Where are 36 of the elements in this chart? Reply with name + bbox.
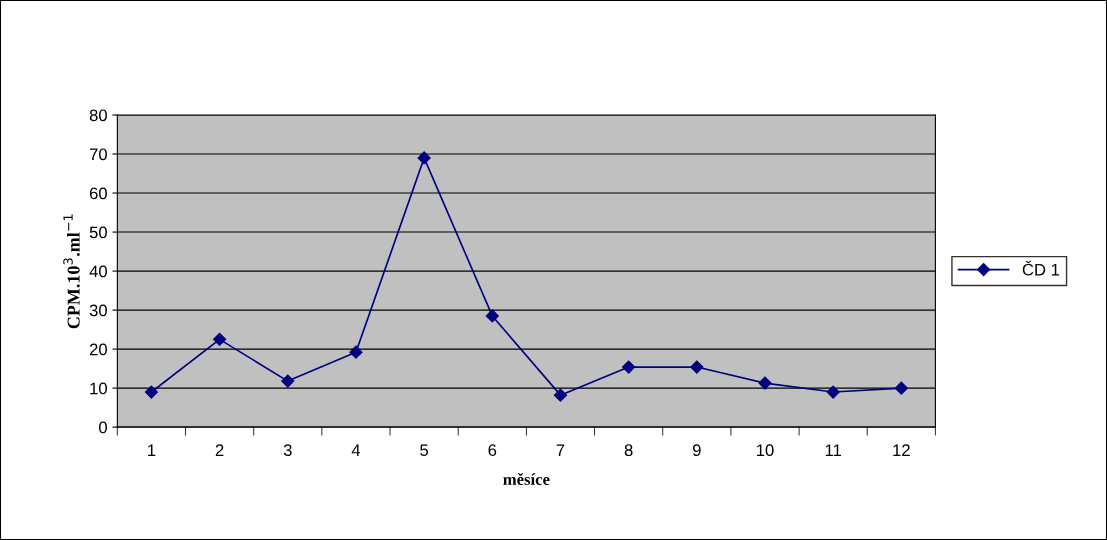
point	[349, 345, 363, 359]
y-tick-label: 50	[89, 226, 107, 239]
x-tick-label: 9	[692, 444, 701, 457]
y-tick-label: 70	[89, 148, 107, 161]
legend-label: ČD 1	[1022, 260, 1060, 276]
x-tick-label: 7	[556, 444, 565, 456]
x-tick-label: 5	[420, 444, 429, 457]
x-tick-label: 12	[893, 444, 910, 456]
point	[417, 151, 431, 165]
point	[690, 360, 704, 374]
x-tick-label: 1	[148, 444, 156, 456]
y-tick-label: 20	[89, 343, 107, 356]
y-tick-label: 0	[99, 421, 107, 434]
point	[144, 385, 159, 399]
point	[553, 388, 568, 402]
point	[485, 309, 499, 323]
point	[826, 385, 840, 399]
y-tick-label: 60	[89, 187, 107, 200]
point	[758, 376, 772, 390]
x-axis-title: měsíce	[503, 473, 550, 485]
y-tick-label: 80	[89, 109, 107, 122]
y-tick-label: 40	[89, 265, 107, 278]
y-axis-title: CPM.10$^{3}$.ml$^{−1}$	[63, 214, 80, 329]
point	[281, 374, 295, 388]
y-tick-label: 30	[89, 304, 107, 317]
y-tick-label: 10	[90, 382, 107, 395]
x-tick-label: 8	[624, 444, 633, 457]
x-tick-label: 2	[215, 444, 224, 456]
point	[894, 381, 908, 395]
x-tick-label: 3	[283, 444, 292, 457]
x-tick-label: 6	[488, 444, 497, 457]
x-tick-label: 4	[351, 444, 361, 456]
x-tick-label: 11	[825, 444, 841, 456]
point	[213, 332, 227, 346]
point	[622, 360, 636, 374]
x-tick-label: 10	[756, 444, 774, 457]
